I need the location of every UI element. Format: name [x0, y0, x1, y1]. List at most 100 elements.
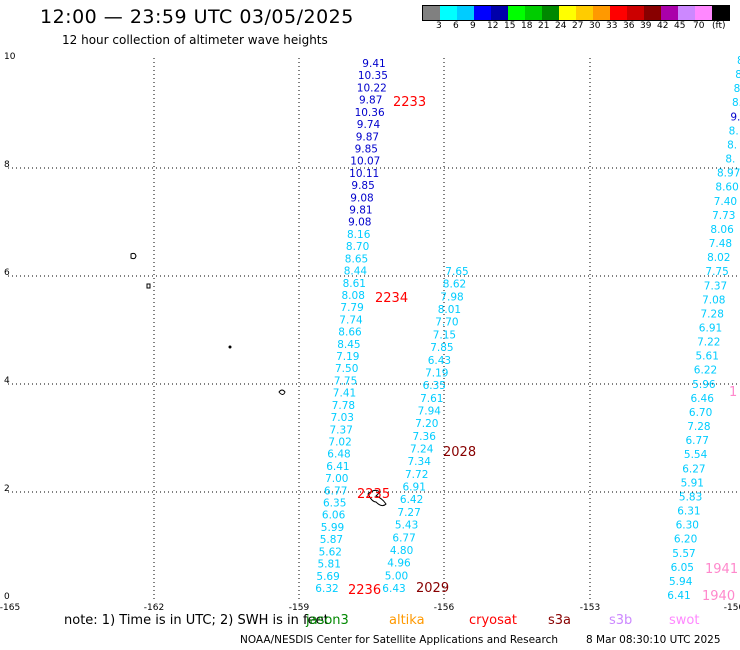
wave-height-value: 8.: [727, 140, 737, 152]
wave-height-value: 6.41: [667, 590, 690, 602]
wave-height-value: 5.57: [672, 548, 695, 560]
y-tick-label: 4: [4, 376, 10, 386]
colorbar-label: 42: [657, 21, 669, 31]
colorbar-swatch: [712, 6, 729, 20]
wave-height-value: 6.46: [691, 393, 715, 405]
y-tick-label: 8: [4, 160, 10, 170]
wave-height-value: 6.77: [324, 485, 347, 497]
wave-height-value: 7.03: [331, 412, 354, 424]
y-tick-label: 2: [4, 484, 10, 494]
wave-height-value: 8.: [732, 97, 740, 109]
y-tick-label: 10: [4, 52, 16, 62]
wave-height-value: 6.20: [674, 534, 697, 546]
wave-height-value: 6.70: [689, 407, 712, 419]
colorbar-label: 24: [555, 21, 567, 31]
wave-height-colorbar: [422, 5, 730, 21]
wave-height-value: 9.85: [351, 180, 374, 192]
island-outline: [367, 489, 387, 507]
wave-height-value: 7.19: [425, 367, 448, 379]
satellite-legend-s3a: s3a: [548, 613, 572, 628]
wave-height-value: 7.75: [334, 375, 357, 387]
x-tick-label: -165: [0, 603, 20, 613]
wave-height-value: 5.91: [681, 477, 704, 489]
wave-height-value: 6.43: [382, 583, 405, 595]
wave-height-value: 7.70: [435, 317, 458, 329]
wave-height-value: 9.08: [348, 217, 371, 229]
island-outline: [278, 389, 286, 395]
satellite-legend-s3b: s3b: [609, 613, 633, 628]
colorbar-swatch: [644, 6, 661, 20]
wave-height-value: 7.15: [433, 329, 456, 341]
colorbar-label: 9: [470, 21, 476, 31]
wave-height-value: 9.87: [356, 131, 379, 143]
colorbar-label: 6: [453, 21, 459, 31]
wave-height-value: 7.73: [712, 210, 735, 222]
wave-height-value: 7.78: [332, 400, 355, 412]
footer-timestamp: 8 Mar 08:30:10 UTC 2025: [586, 634, 721, 646]
footer-credit: NOAA/NESDIS Center for Satellite Applica…: [240, 634, 558, 646]
wave-height-value: 8.06: [710, 224, 734, 236]
wave-height-value: 8.70: [346, 241, 369, 253]
wave-height-value: 8.61: [343, 278, 366, 290]
wave-height-value: 8.65: [345, 253, 368, 265]
wave-height-value: 8.16: [347, 229, 371, 241]
wave-height-value: 7.37: [330, 424, 353, 436]
colorbar-swatch: [695, 6, 712, 20]
satellite-legend-altika: altika: [389, 613, 425, 628]
wave-height-value: 8.: [725, 154, 735, 166]
wave-height-value: 6.30: [676, 520, 699, 532]
colorbar-label: 33: [606, 21, 618, 31]
wave-height-value: 5.69: [316, 571, 339, 583]
colorbar-swatch: [423, 6, 440, 20]
colorbar-label: 12: [487, 21, 499, 31]
wave-height-value: 6.41: [326, 461, 349, 473]
pass-label: 1: [729, 385, 737, 400]
wave-height-value: 8.62: [443, 279, 466, 291]
page-title: 12:00 — 23:59 UTC 03/05/2025: [40, 6, 354, 28]
colorbar-swatch: [610, 6, 627, 20]
wave-height-value: 6.43: [428, 355, 451, 367]
wave-height-value: 5.94: [669, 576, 693, 588]
wave-height-value: 6.91: [403, 482, 426, 494]
wave-height-value: 8.: [734, 83, 740, 95]
colorbar-swatch: [525, 6, 542, 20]
x-tick-label: -162: [144, 603, 164, 613]
wave-height-value: 7.19: [336, 351, 359, 363]
wave-height-value: 6.35: [423, 380, 446, 392]
wave-height-value: 5.81: [318, 559, 341, 571]
wave-height-value: 5.43: [395, 520, 418, 532]
colorbar-label: 45: [674, 21, 686, 31]
wave-height-value: 7.94: [418, 406, 442, 418]
x-tick-label: -156: [434, 603, 455, 613]
colorbar-label: 30: [589, 21, 601, 31]
wave-height-value: 10.35: [358, 70, 388, 82]
colorbar-swatch: [508, 6, 525, 20]
y-tick-label: 0: [4, 592, 10, 602]
wave-height-value: 6.31: [677, 506, 700, 518]
satellite-legend-cryosat: cryosat: [469, 613, 517, 628]
note-text: note: 1) Time is in UTC; 2) SWH is in fe…: [64, 613, 329, 628]
wave-height-value: 9.41: [362, 58, 385, 70]
wave-height-value: 10.22: [357, 82, 387, 94]
wave-height-value: 5.00: [385, 570, 408, 582]
wave-height-value: 7.41: [333, 388, 356, 400]
wave-height-value: 7.61: [420, 393, 443, 405]
colorbar-label: 27: [572, 21, 584, 31]
wave-height-value: 5.99: [321, 522, 344, 534]
wave-height-value: 7.27: [397, 507, 420, 519]
wave-height-value: 9.81: [349, 205, 372, 217]
colorbar-label: 3: [436, 21, 442, 31]
wave-height-value: 6.77: [686, 435, 709, 447]
pass-label: 2233: [393, 95, 426, 110]
wave-height-value: 8.45: [337, 339, 360, 351]
x-tick-label: -150: [724, 603, 740, 613]
wave-height-value: 7.50: [335, 363, 358, 375]
island-outline: [146, 283, 151, 289]
axis-ticks: 0 2 4 6 8 10 -165 -162 -159 -156 -153 -150: [0, 52, 740, 613]
wave-height-value: 8.60: [715, 182, 738, 194]
pass-label: 2234: [375, 291, 408, 306]
wave-height-value: 7.20: [415, 418, 438, 430]
y-tick-label: 6: [4, 268, 10, 278]
island-outlines: [130, 252, 387, 507]
